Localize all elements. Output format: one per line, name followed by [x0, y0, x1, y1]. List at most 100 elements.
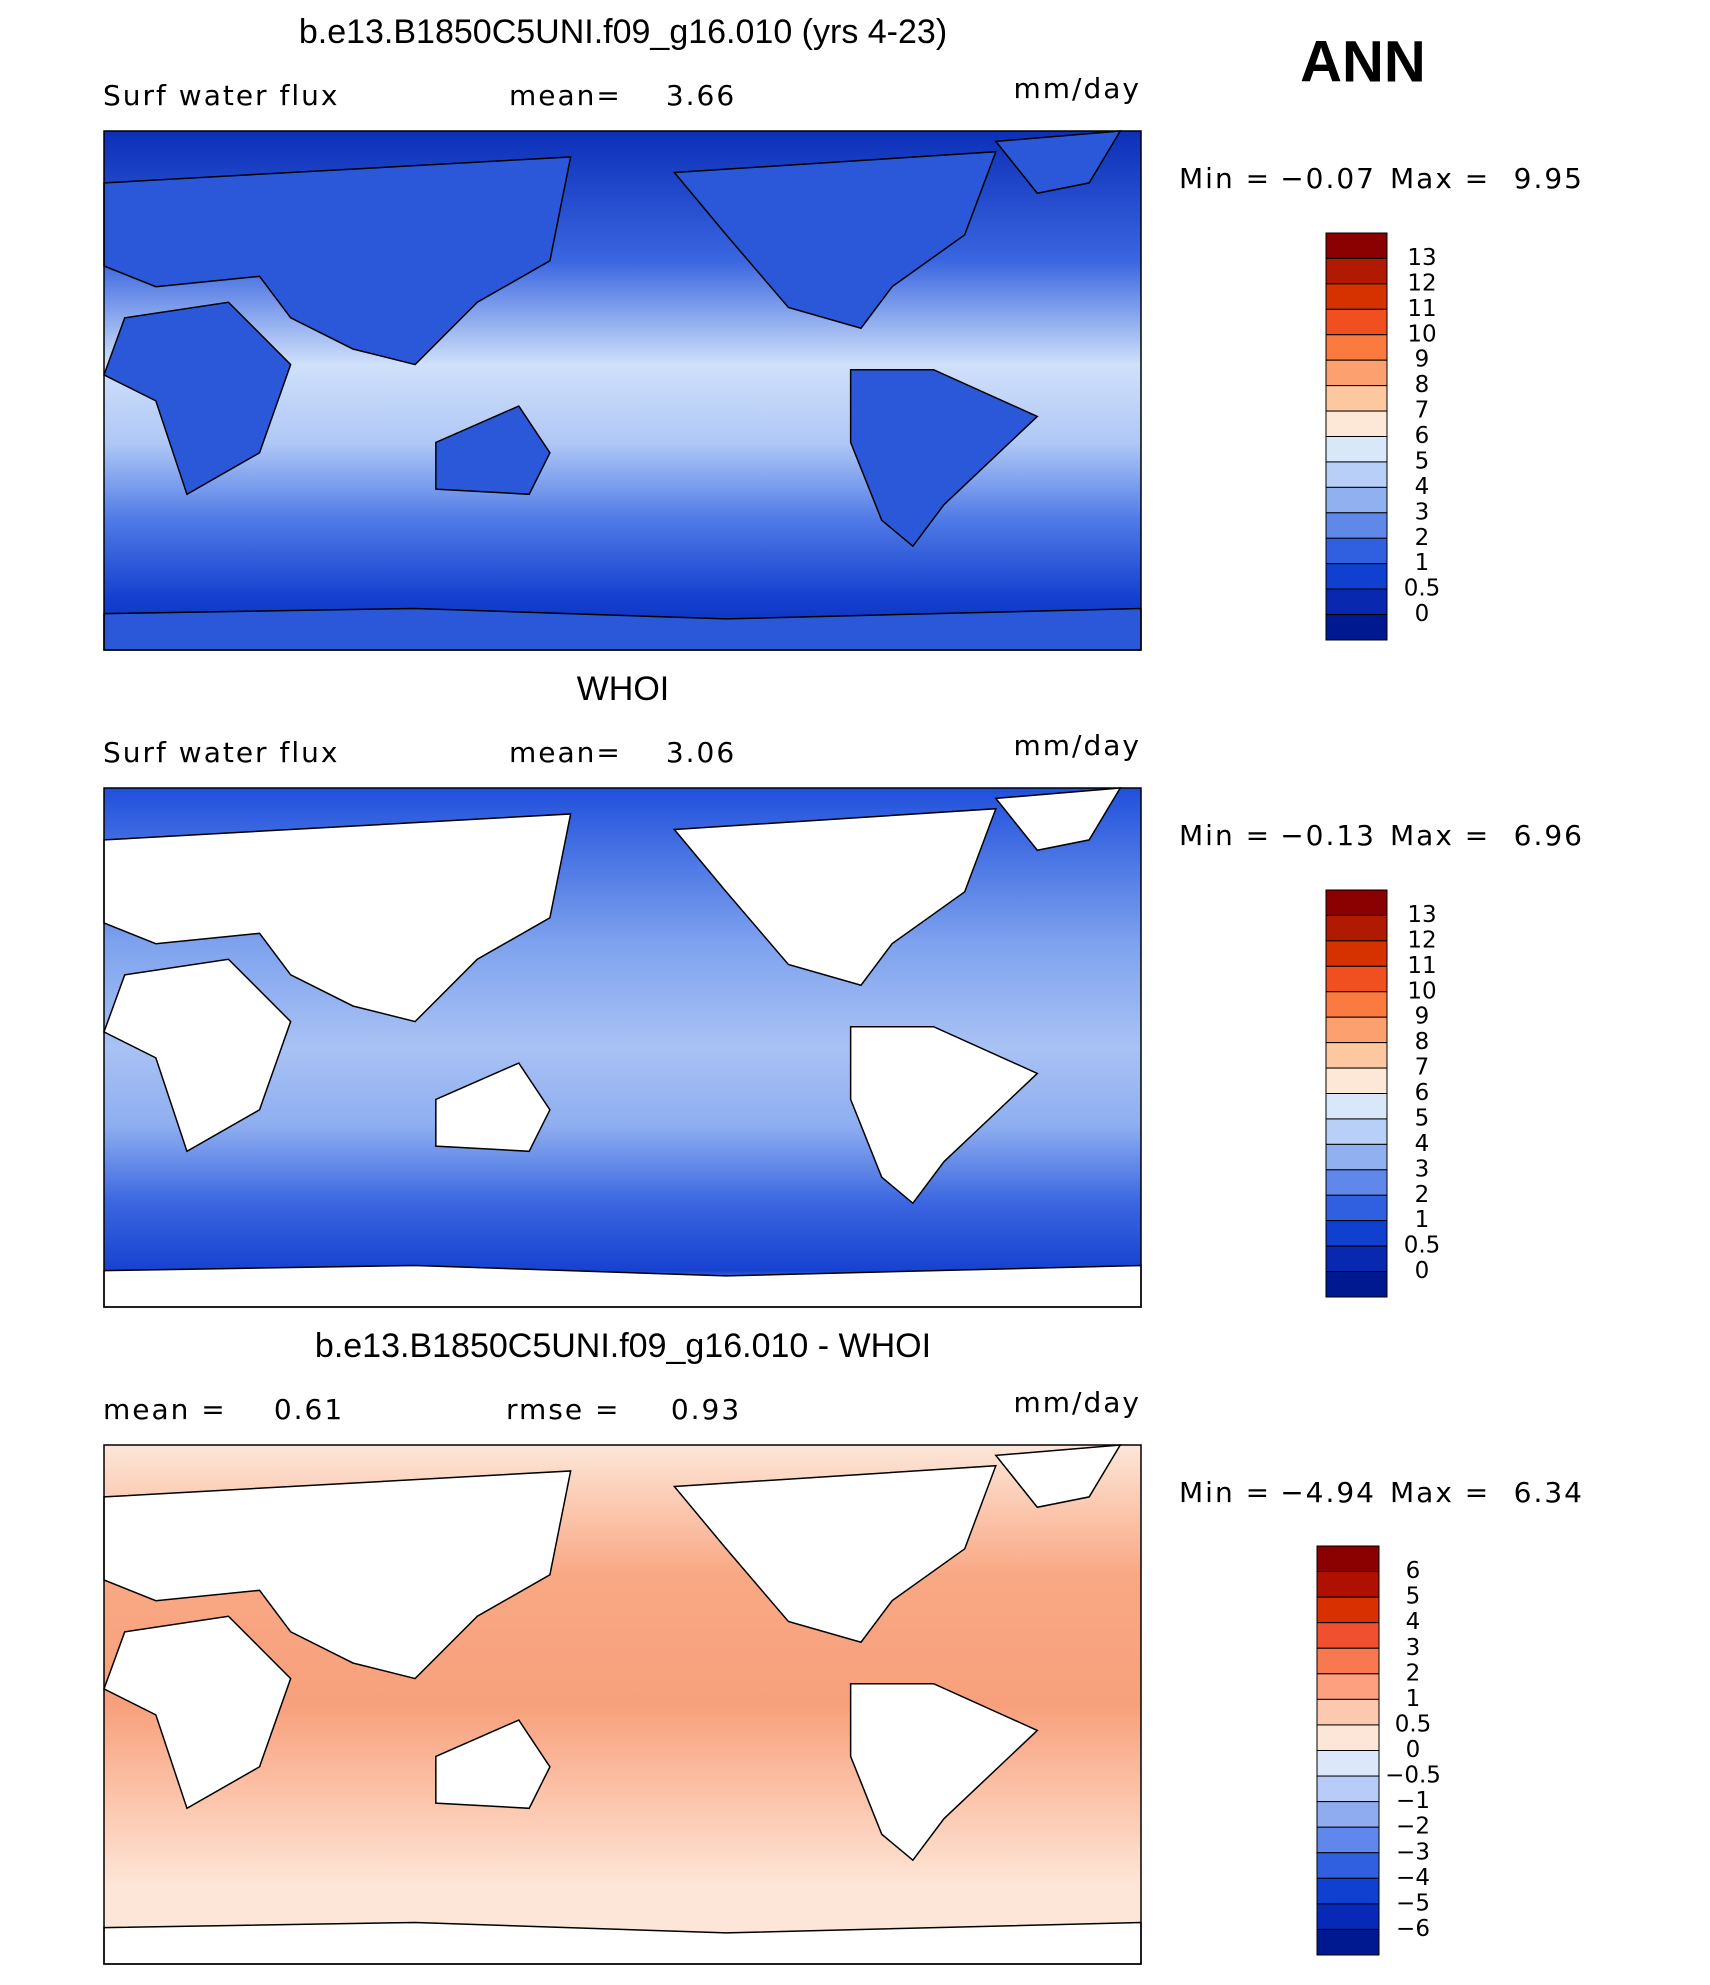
- continent: [849, 1682, 1039, 1862]
- colorbar-label: 0: [1415, 1258, 1430, 1284]
- colorbar-label: 1: [1406, 1686, 1421, 1712]
- colorbar-box: [1325, 614, 1388, 641]
- colorbar-box: [1325, 1169, 1388, 1196]
- colorbar-box: [1316, 1571, 1380, 1598]
- colorbar-box: [1325, 537, 1388, 565]
- continent: [672, 150, 997, 330]
- colorbar-label: 3: [1415, 499, 1430, 525]
- stat-value: 0.93: [671, 1393, 741, 1426]
- units: mm/day: [1014, 72, 1142, 105]
- colorbar-label: 0.5: [1395, 1711, 1432, 1737]
- continent: [103, 156, 572, 366]
- colorbar-box: [1325, 563, 1388, 590]
- colorbar-box: [1325, 436, 1388, 463]
- max-label: Max =: [1390, 1476, 1490, 1509]
- colorbar-box: [1325, 1042, 1388, 1069]
- continent: [994, 130, 1122, 195]
- stat-label: mean=: [509, 79, 622, 112]
- panel-title: b.e13.B1850C5UNI.f09_g16.010 - WHOI: [315, 1327, 931, 1365]
- continent: [103, 1470, 572, 1680]
- colorbar-label: −0.5: [1385, 1763, 1441, 1789]
- colorbar-label: 8: [1415, 372, 1430, 398]
- colorbar-box: [1325, 1271, 1388, 1298]
- colorbar-box: [1325, 385, 1388, 412]
- colorbar-label: 9: [1415, 1004, 1430, 1030]
- colorbar-box: [1325, 283, 1388, 310]
- colorbar-box: [1325, 965, 1388, 993]
- colorbar-label: 4: [1406, 1609, 1421, 1635]
- colorbar-box: [1316, 1903, 1380, 1930]
- colorbar-label: 2: [1415, 1182, 1430, 1208]
- stat-label: Surf water flux: [103, 79, 339, 112]
- panel-title: b.e13.B1850C5UNI.f09_g16.010 (yrs 4-23): [299, 13, 947, 51]
- continent: [103, 958, 292, 1153]
- colorbar-box: [1325, 1093, 1388, 1120]
- colorbar-box: [1316, 1852, 1380, 1879]
- colorbar-box: [1325, 1245, 1388, 1273]
- colorbar-box: [1325, 889, 1388, 916]
- colorbar-box: [1316, 1647, 1380, 1675]
- colorbar-box: [1325, 410, 1388, 437]
- colorbar-box: [1325, 232, 1388, 259]
- map-frame: [103, 130, 1142, 651]
- min-value: −0.13: [1280, 819, 1376, 852]
- continent: [672, 1464, 997, 1644]
- colorbar-label: 6: [1415, 423, 1430, 449]
- max-label: Max =: [1390, 819, 1490, 852]
- continent: [435, 1719, 551, 1810]
- colorbar-box: [1316, 1826, 1380, 1854]
- colorbar-box: [1316, 1622, 1380, 1649]
- colorbar-label: 10: [1407, 321, 1436, 347]
- colorbar-label: 1: [1415, 550, 1430, 576]
- colorbar-box: [1325, 334, 1388, 361]
- continent: [849, 368, 1039, 548]
- colorbar-box: [1316, 1928, 1380, 1956]
- colorbar-box: [1325, 1118, 1388, 1145]
- colorbar-box: [1316, 1801, 1380, 1828]
- colorbar-box: [1325, 1016, 1388, 1044]
- continent: [435, 405, 551, 496]
- min-value: −4.94: [1280, 1476, 1376, 1509]
- colorbar-label: 13: [1407, 245, 1436, 271]
- min-label: Min =: [1179, 162, 1271, 195]
- colorbar-box: [1325, 359, 1388, 387]
- colorbar-box: [1325, 461, 1388, 488]
- stat-label: Surf water flux: [103, 736, 339, 769]
- colorbar-label: 11: [1407, 953, 1436, 979]
- colorbar-label: 0.5: [1404, 1233, 1441, 1259]
- colorbar-label: 11: [1407, 296, 1436, 322]
- colorbar-label: 4: [1415, 474, 1430, 500]
- colorbar-label: 6: [1415, 1080, 1430, 1106]
- max-value: 6.34: [1514, 1476, 1584, 1509]
- colorbar-box: [1325, 1143, 1388, 1171]
- colorbar-box: [1325, 940, 1388, 967]
- map-frame: [103, 787, 1142, 1308]
- colorbar-label: 5: [1415, 448, 1430, 474]
- colorbar-label: 5: [1406, 1584, 1421, 1610]
- colorbar-label: 4: [1415, 1131, 1430, 1157]
- colorbar-box: [1325, 991, 1388, 1018]
- max-label: Max =: [1390, 162, 1490, 195]
- continent: [103, 813, 572, 1023]
- panel-title: WHOI: [577, 670, 670, 708]
- map-frame: [103, 1444, 1142, 1965]
- colorbar-label: 12: [1407, 270, 1436, 296]
- colorbar-label: 7: [1415, 1055, 1430, 1081]
- colorbar-box: [1325, 1194, 1388, 1222]
- colorbar-label: 1: [1415, 1207, 1430, 1233]
- colorbar-box: [1325, 588, 1388, 616]
- stat-label: mean =: [103, 1393, 227, 1426]
- colorbar-label: 2: [1406, 1660, 1421, 1686]
- continent: [103, 1615, 292, 1810]
- colorbar-label: −5: [1396, 1890, 1430, 1916]
- colorbar-box: [1316, 1698, 1380, 1726]
- max-value: 6.96: [1514, 819, 1584, 852]
- colorbar-box: [1325, 257, 1388, 285]
- colorbar-label: 2: [1415, 525, 1430, 551]
- colorbar-box: [1325, 914, 1388, 942]
- colorbar-label: 5: [1415, 1105, 1430, 1131]
- colorbar-label: −4: [1396, 1865, 1430, 1891]
- continent: [994, 1444, 1122, 1509]
